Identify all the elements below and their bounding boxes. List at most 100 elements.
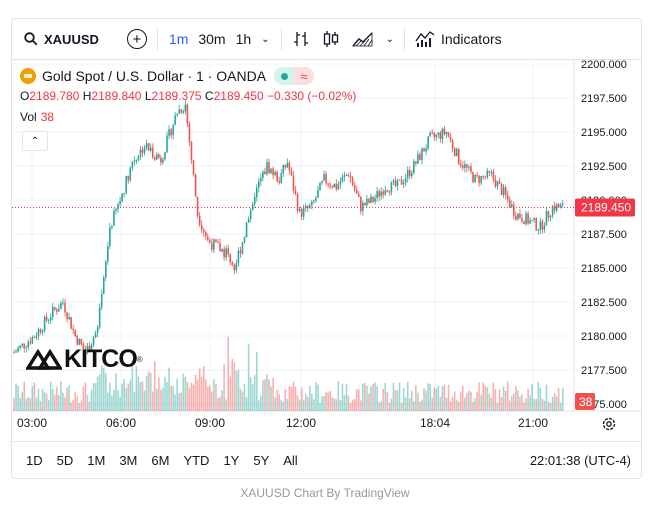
range-5d[interactable]: 5D (56, 452, 74, 468)
candle-body (478, 175, 480, 184)
volume-bar (296, 395, 299, 411)
market-status-pill[interactable]: ≈ (274, 67, 315, 85)
volume-bar (500, 397, 503, 411)
candle-body (494, 179, 497, 187)
range-1y[interactable]: 1Y (223, 452, 240, 468)
volume-bar (508, 400, 511, 411)
volume-bar (94, 383, 97, 411)
candle-body (537, 229, 540, 231)
volume-bar (311, 393, 313, 411)
area-chart-button[interactable] (346, 19, 380, 59)
volume-bar (253, 374, 256, 411)
range-1m[interactable]: 1M (87, 452, 106, 468)
candle-body (47, 319, 50, 321)
volume-bar (35, 397, 38, 411)
chart-credit[interactable]: XAUUSD Chart By TradingView (0, 486, 650, 500)
collapse-legend-button[interactable]: ⌃ (22, 131, 48, 151)
volume-bar (435, 388, 438, 411)
volume-bar (470, 391, 472, 411)
volume-bar (227, 336, 229, 411)
indicators-button[interactable]: Indicators (409, 19, 508, 59)
volume-bar (78, 402, 81, 411)
price-chart[interactable]: 2200.0002197.5002195.0002192.5002190.000… (12, 19, 641, 478)
volume-bar (523, 402, 525, 411)
candle-body (474, 174, 476, 183)
volume-bar (364, 382, 366, 411)
volume-bar (394, 389, 397, 411)
volume-bar (302, 400, 305, 411)
volume-bar (74, 392, 76, 411)
volume-bar (280, 399, 283, 411)
volume-bar (349, 402, 352, 411)
candle-body (160, 157, 162, 163)
range-ytd[interactable]: YTD (183, 452, 210, 468)
candle-body (35, 336, 38, 338)
candles-button[interactable] (316, 19, 346, 59)
volume-bar (149, 372, 152, 411)
candle-body (551, 205, 554, 216)
candle-body (96, 327, 99, 333)
volume-bar (23, 381, 25, 411)
interval-1m[interactable]: 1m (168, 31, 189, 47)
volume-bar (370, 386, 372, 411)
interval-1h[interactable]: 1h (235, 31, 252, 47)
clock[interactable]: 22:01:38 (UTC-4) (530, 442, 631, 478)
open-label: O (20, 89, 30, 103)
chevron-down-icon[interactable]: ⌄ (261, 33, 270, 45)
candle-body (502, 187, 505, 195)
volume-bar (453, 391, 456, 411)
add-symbol-button[interactable]: + (121, 19, 153, 59)
volume-bar (304, 393, 307, 411)
volume-bar (298, 399, 301, 411)
candle-body (360, 197, 362, 212)
volume-bar (202, 366, 205, 411)
symbol-search-button[interactable]: XAUUSD (12, 19, 105, 59)
chevron-down-icon[interactable]: ⌄ (385, 33, 394, 45)
range-5y[interactable]: 5Y (253, 452, 270, 468)
chart-settings-icon[interactable] (601, 416, 617, 432)
candle-body (543, 225, 546, 230)
candle-body (337, 184, 340, 190)
candle-body (549, 215, 552, 218)
volume-bar (366, 385, 368, 411)
volume-bar (519, 396, 521, 411)
candle-body (527, 213, 529, 224)
volume-bar (221, 390, 223, 411)
candle-body (510, 204, 513, 208)
volume-bar (113, 389, 115, 411)
interval-30m[interactable]: 30m (198, 31, 226, 47)
candle-body (149, 147, 152, 151)
volume-bar (457, 401, 460, 411)
bar-chart-button[interactable] (286, 19, 316, 59)
volume-bar (392, 383, 395, 411)
volume-bar (333, 398, 336, 411)
volume-bar (231, 358, 234, 411)
volume-bar (131, 359, 134, 411)
candle-body (194, 174, 197, 197)
volume-bar (449, 401, 452, 411)
volume-bar (264, 379, 266, 411)
add-symbol-icon: + (126, 29, 147, 49)
volume-bar (151, 391, 154, 411)
candle-body (561, 203, 564, 205)
candle-body (158, 154, 160, 158)
candle-body (123, 193, 125, 195)
range-6m[interactable]: 6M (151, 452, 170, 468)
volume-bar (400, 402, 403, 411)
volume-bar (559, 402, 562, 411)
range-all[interactable]: All (283, 452, 298, 468)
volume-bar (551, 397, 554, 411)
candle-body (72, 328, 74, 330)
volume-bar (129, 379, 132, 411)
range-1d[interactable]: 1D (26, 452, 43, 468)
candle-body (276, 171, 278, 182)
candle-body (413, 161, 415, 173)
range-3m[interactable]: 3M (119, 452, 138, 468)
volume-bar (351, 399, 354, 411)
candle-body (517, 213, 519, 220)
volume-bar (137, 376, 140, 411)
candle-body (133, 160, 136, 163)
volume-bar (309, 385, 311, 411)
candle-body (555, 204, 558, 211)
candle-body (239, 250, 242, 254)
